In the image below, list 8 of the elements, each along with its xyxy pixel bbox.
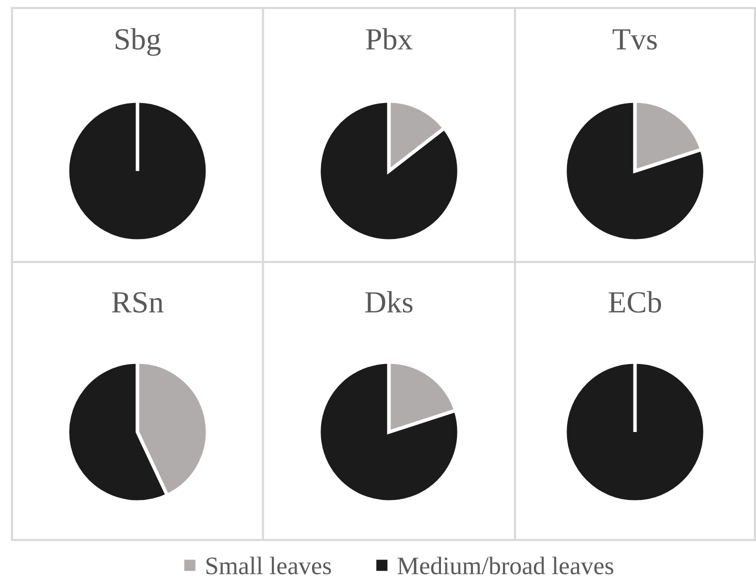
slice-label: Tvs	[612, 29, 657, 50]
slice-label: Pbx	[366, 28, 412, 50]
slice-label: RSn	[112, 292, 164, 313]
slice-label: ECb	[608, 291, 661, 313]
slice-label: Sbg	[116, 28, 161, 56]
legend-label: Medium/broad leaves	[398, 556, 614, 574]
slice-label: Dks	[365, 291, 413, 313]
legend-label: Small leaves	[206, 556, 331, 574]
